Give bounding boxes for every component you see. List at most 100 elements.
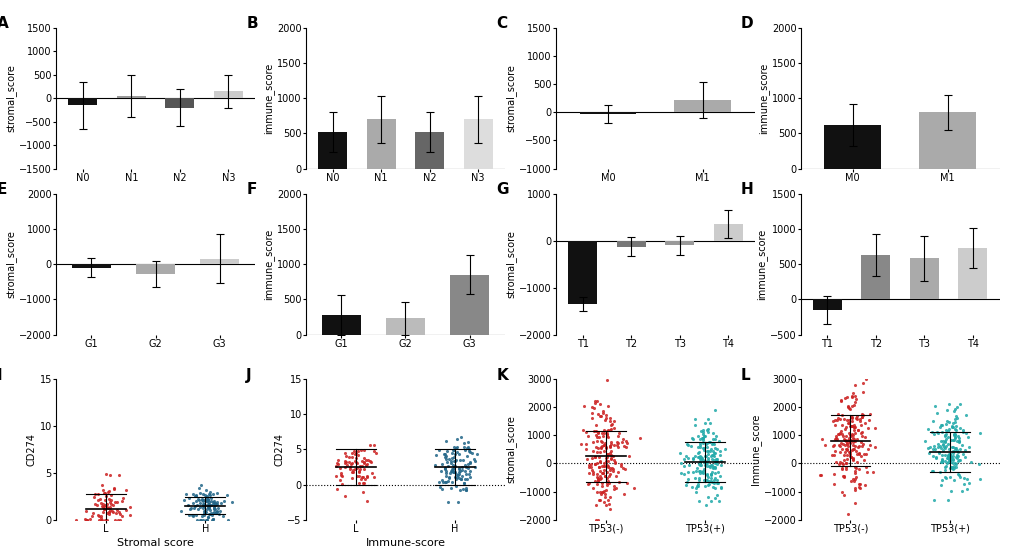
Point	[706, 464, 722, 473]
Point	[593, 487, 609, 496]
Point	[343, 468, 360, 477]
Point	[605, 482, 622, 491]
Point	[716, 444, 733, 453]
Bar	[165, 98, 195, 108]
Point	[437, 468, 453, 477]
Point	[924, 495, 941, 504]
Point	[861, 409, 877, 418]
Point	[829, 414, 846, 422]
Point	[353, 474, 369, 483]
Point	[705, 463, 721, 472]
Point	[337, 448, 354, 457]
Point	[842, 447, 858, 456]
Point	[710, 436, 727, 445]
Point	[443, 448, 460, 457]
Point	[632, 433, 648, 442]
Point	[686, 473, 702, 482]
Bar	[450, 275, 488, 335]
Point	[614, 434, 631, 443]
Point	[694, 427, 710, 436]
Point	[699, 493, 715, 502]
Point	[696, 452, 712, 461]
Point	[694, 436, 710, 445]
Point	[694, 456, 710, 465]
Point	[577, 444, 593, 453]
Point	[598, 430, 614, 439]
Point	[837, 459, 853, 468]
Point	[843, 421, 859, 430]
Point	[108, 509, 124, 518]
Point	[96, 501, 112, 510]
Point	[198, 496, 214, 505]
Point	[591, 474, 607, 483]
Point	[356, 453, 372, 462]
Point	[606, 457, 623, 466]
Point	[366, 473, 382, 482]
Point	[854, 440, 870, 448]
Point	[437, 436, 453, 445]
Point	[936, 473, 953, 482]
Point	[343, 474, 360, 483]
Point	[958, 474, 974, 483]
Point	[578, 427, 594, 436]
Point	[837, 436, 853, 445]
Point	[703, 478, 719, 487]
Point	[197, 491, 213, 500]
Point	[455, 439, 472, 447]
Point	[619, 439, 635, 447]
Point	[944, 436, 960, 445]
Point	[618, 437, 634, 446]
Point	[850, 450, 866, 458]
Point	[856, 481, 872, 489]
Point	[445, 446, 462, 455]
Point	[936, 450, 953, 459]
Point	[944, 455, 960, 463]
Point	[347, 448, 364, 457]
Point	[845, 434, 861, 443]
Point	[929, 443, 946, 452]
Point	[605, 484, 622, 493]
Point	[340, 458, 357, 467]
Point	[439, 477, 455, 486]
Point	[705, 478, 721, 487]
Point	[109, 506, 125, 515]
Point	[356, 458, 372, 467]
Point	[86, 492, 102, 501]
Point	[812, 471, 828, 479]
Point	[690, 460, 706, 468]
Point	[698, 439, 714, 447]
Point	[855, 455, 871, 464]
Point	[699, 446, 715, 455]
Point	[916, 436, 932, 445]
Point	[443, 465, 460, 474]
Point	[593, 478, 609, 487]
Point	[202, 491, 218, 500]
Point	[346, 450, 363, 458]
Point	[689, 432, 705, 441]
Point	[78, 515, 95, 524]
Point	[854, 378, 870, 387]
Point	[943, 487, 959, 496]
Point	[598, 467, 614, 476]
Point	[702, 470, 718, 479]
Point	[183, 510, 200, 519]
Point	[595, 466, 611, 474]
Point	[830, 441, 847, 450]
Point	[690, 467, 706, 476]
Point	[448, 435, 465, 444]
Point	[850, 482, 866, 491]
Point	[846, 474, 862, 483]
Point	[689, 448, 705, 457]
Point	[219, 491, 235, 499]
Point	[709, 468, 726, 477]
Point	[599, 402, 615, 411]
Point	[832, 397, 848, 406]
Point	[358, 459, 374, 468]
Point	[452, 475, 469, 484]
Point	[846, 422, 862, 431]
Point	[454, 456, 471, 465]
Point	[947, 445, 963, 454]
Point	[706, 434, 722, 443]
Point	[845, 420, 861, 429]
Point	[457, 446, 473, 455]
